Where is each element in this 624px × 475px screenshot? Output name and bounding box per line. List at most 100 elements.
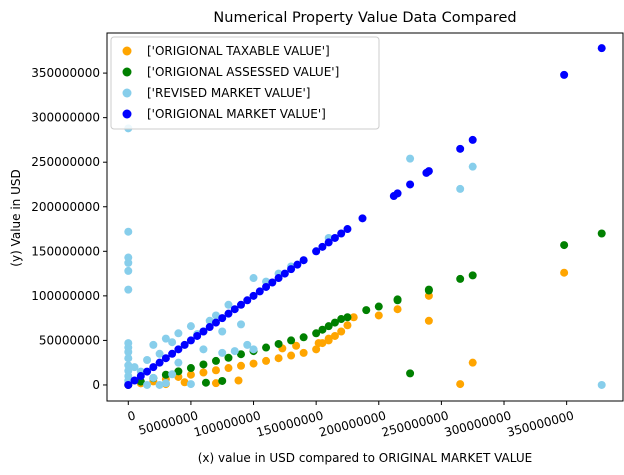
data-point	[362, 306, 371, 315]
data-point	[358, 214, 367, 223]
data-point	[324, 322, 333, 331]
data-point	[299, 256, 308, 265]
data-point	[224, 353, 233, 362]
data-point	[186, 336, 195, 345]
data-point	[312, 345, 321, 354]
legend: ['ORIGIONAL TAXABLE VALUE'] ['ORIGIONAL A…	[110, 36, 380, 130]
data-point	[211, 311, 220, 320]
data-point	[218, 376, 227, 385]
data-point	[314, 339, 323, 348]
data-point	[262, 343, 271, 352]
data-point	[211, 318, 220, 327]
data-point	[560, 70, 569, 79]
data-point	[211, 356, 220, 365]
data-point	[597, 380, 606, 389]
data-point	[560, 241, 569, 250]
data-point	[255, 287, 264, 296]
data-point	[143, 367, 152, 376]
data-point	[186, 370, 195, 379]
legend-box	[110, 36, 380, 130]
data-point	[124, 347, 133, 356]
data-point	[393, 296, 402, 305]
data-point	[249, 359, 258, 368]
legend-marker	[122, 109, 132, 119]
data-point	[199, 327, 208, 336]
data-point	[343, 225, 352, 234]
series-0	[124, 268, 569, 389]
data-point	[124, 354, 133, 363]
data-point	[597, 229, 606, 238]
x-tick-label: 350000000	[505, 408, 575, 439]
data-point	[424, 316, 433, 325]
y-tick-label: 100000000	[31, 289, 100, 303]
data-point	[424, 286, 433, 295]
y-tick-label: 300000000	[31, 111, 100, 125]
data-point	[161, 379, 170, 388]
x-tick-label: 300000000	[443, 408, 513, 439]
data-point	[149, 363, 158, 372]
data-point	[337, 229, 346, 238]
x-axis-ticks: 0 500000001000000001500000002000000002500…	[126, 401, 575, 440]
data-point	[193, 331, 202, 340]
x-tick-label: 250000000	[380, 408, 450, 439]
data-point	[130, 363, 139, 372]
legend-marker	[122, 88, 132, 98]
data-point	[287, 336, 296, 345]
data-point	[299, 348, 308, 357]
data-point	[468, 271, 477, 280]
data-point	[168, 349, 177, 358]
data-point	[186, 364, 195, 373]
data-point	[136, 372, 145, 381]
data-point	[155, 349, 164, 358]
data-point	[174, 367, 183, 376]
data-point	[180, 378, 189, 387]
data-point	[205, 316, 214, 325]
data-point	[393, 189, 402, 198]
data-point	[243, 296, 252, 305]
data-point	[224, 300, 233, 309]
data-point	[456, 380, 465, 389]
data-point	[374, 311, 383, 320]
data-point	[468, 135, 477, 144]
data-point	[406, 154, 415, 163]
x-tick-label: 0	[126, 408, 137, 424]
data-point	[143, 356, 152, 365]
data-point	[330, 318, 339, 327]
data-point	[287, 265, 296, 274]
data-point	[218, 327, 227, 336]
data-point	[287, 351, 296, 360]
data-point	[124, 380, 133, 389]
data-point	[199, 360, 208, 369]
data-point	[155, 358, 164, 367]
data-point	[318, 325, 327, 334]
data-point	[174, 329, 183, 338]
data-point	[249, 291, 258, 300]
data-point	[124, 285, 133, 294]
data-point	[124, 266, 133, 275]
data-point	[393, 305, 402, 314]
data-point	[136, 377, 145, 386]
data-point	[374, 302, 383, 311]
data-point	[274, 354, 283, 363]
data-point	[292, 341, 301, 350]
data-point	[168, 338, 177, 347]
data-point	[124, 258, 133, 267]
data-point	[262, 282, 271, 291]
legend-label: ['ORIGIONAL MARKET VALUE']	[147, 107, 326, 121]
data-point	[424, 167, 433, 176]
series-1	[124, 229, 606, 389]
data-point	[330, 233, 339, 242]
data-point	[293, 260, 302, 269]
y-tick-label: 50000000	[39, 333, 100, 347]
data-point	[243, 340, 252, 349]
data-point	[312, 329, 321, 338]
data-point	[149, 373, 158, 382]
data-point	[161, 370, 170, 379]
data-point	[155, 380, 164, 389]
data-point	[468, 358, 477, 367]
data-point	[186, 322, 195, 331]
data-point	[174, 358, 183, 367]
data-point	[201, 378, 210, 387]
data-point	[406, 369, 415, 378]
